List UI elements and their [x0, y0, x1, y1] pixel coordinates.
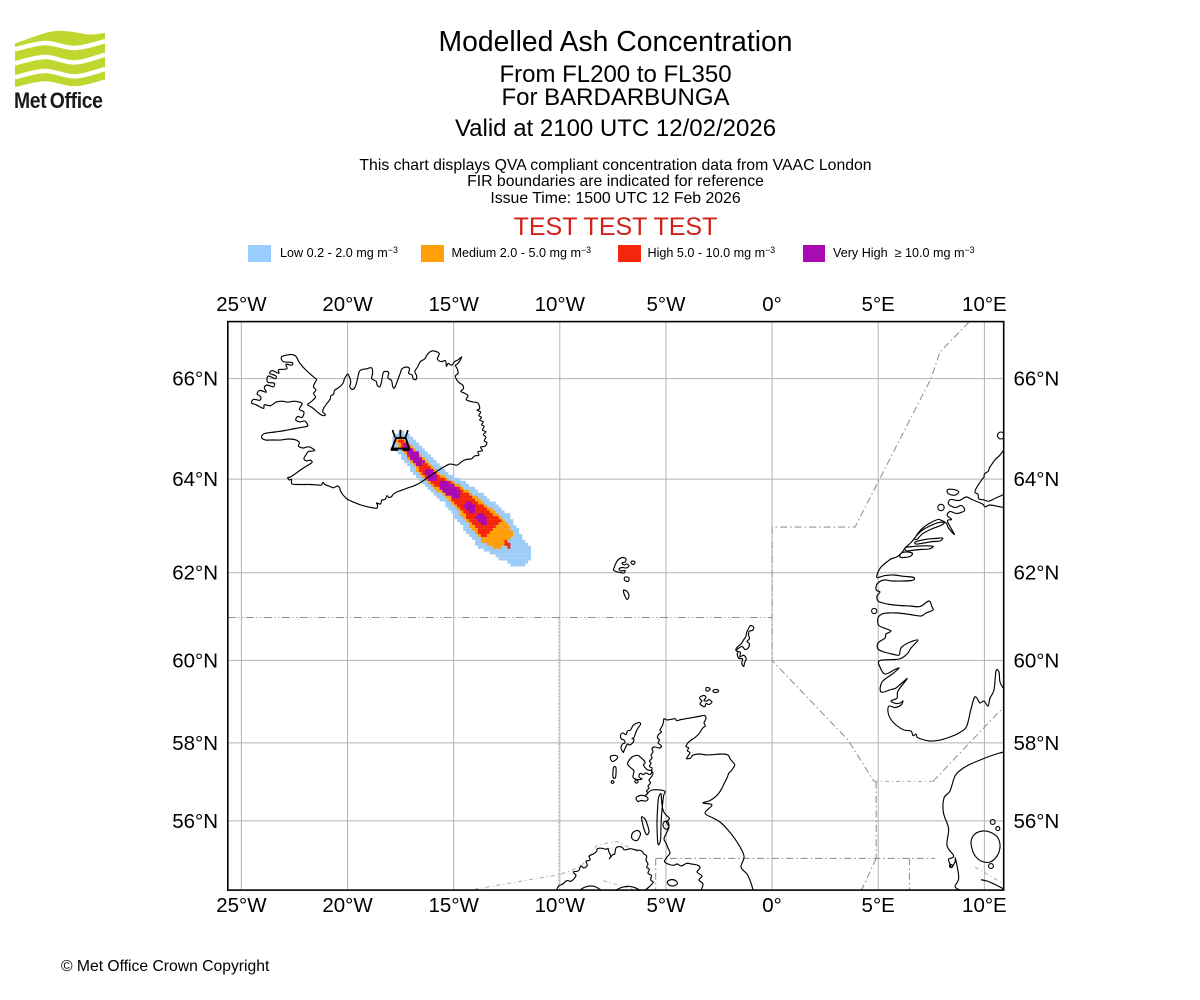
svg-text:5°W: 5°W [647, 293, 687, 316]
svg-text:10°W: 10°W [535, 293, 586, 316]
svg-text:62°N: 62°N [1014, 562, 1060, 585]
svg-text:25°W: 25°W [216, 293, 267, 316]
svg-text:62°N: 62°N [172, 562, 218, 585]
svg-text:5°E: 5°E [862, 894, 895, 917]
svg-text:0°: 0° [762, 894, 782, 917]
svg-text:64°N: 64°N [1014, 468, 1060, 491]
svg-text:66°N: 66°N [172, 368, 218, 391]
svg-text:56°N: 56°N [172, 810, 218, 833]
svg-text:60°N: 60°N [1014, 649, 1060, 672]
svg-text:0°: 0° [762, 293, 782, 316]
svg-text:20°W: 20°W [322, 894, 373, 917]
svg-text:10°E: 10°E [962, 293, 1007, 316]
svg-text:60°N: 60°N [172, 649, 218, 672]
svg-text:58°N: 58°N [1014, 732, 1060, 755]
svg-text:58°N: 58°N [172, 732, 218, 755]
svg-text:15°W: 15°W [429, 894, 480, 917]
svg-text:25°W: 25°W [216, 894, 267, 917]
svg-text:5°E: 5°E [862, 293, 895, 316]
svg-text:56°N: 56°N [1014, 810, 1060, 833]
svg-text:10°W: 10°W [535, 894, 586, 917]
svg-text:5°W: 5°W [647, 894, 687, 917]
svg-text:66°N: 66°N [1014, 368, 1060, 391]
svg-text:20°W: 20°W [322, 293, 373, 316]
svg-text:64°N: 64°N [172, 468, 218, 491]
svg-text:15°W: 15°W [429, 293, 480, 316]
svg-text:10°E: 10°E [962, 894, 1007, 917]
